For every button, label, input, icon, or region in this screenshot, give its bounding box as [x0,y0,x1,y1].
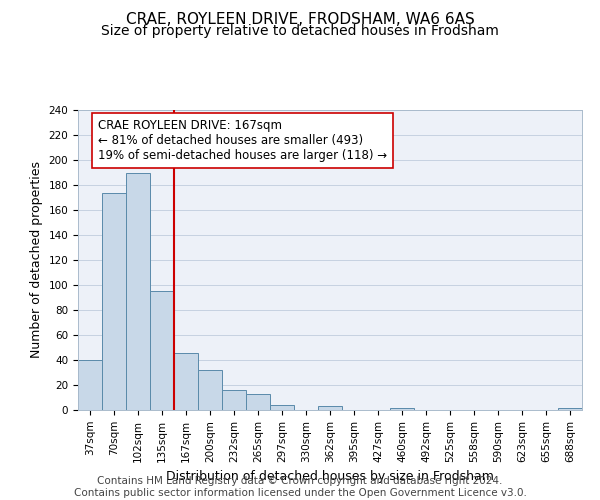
Bar [150,291,174,410]
Bar [246,394,270,410]
Bar [390,408,414,410]
Bar [318,406,342,410]
Text: CRAE ROYLEEN DRIVE: 167sqm
← 81% of detached houses are smaller (493)
19% of sem: CRAE ROYLEEN DRIVE: 167sqm ← 81% of deta… [98,119,387,162]
Bar [270,405,294,410]
Y-axis label: Number of detached properties: Number of detached properties [30,162,43,358]
Bar [78,360,102,410]
X-axis label: Distribution of detached houses by size in Frodsham: Distribution of detached houses by size … [166,470,494,483]
Bar [222,390,246,410]
Text: Size of property relative to detached houses in Frodsham: Size of property relative to detached ho… [101,24,499,38]
Bar [126,172,150,410]
Bar [174,352,198,410]
Text: CRAE, ROYLEEN DRIVE, FRODSHAM, WA6 6AS: CRAE, ROYLEEN DRIVE, FRODSHAM, WA6 6AS [125,12,475,28]
Text: Contains HM Land Registry data © Crown copyright and database right 2024.
Contai: Contains HM Land Registry data © Crown c… [74,476,526,498]
Bar [102,192,126,410]
Bar [558,408,582,410]
Bar [198,370,222,410]
